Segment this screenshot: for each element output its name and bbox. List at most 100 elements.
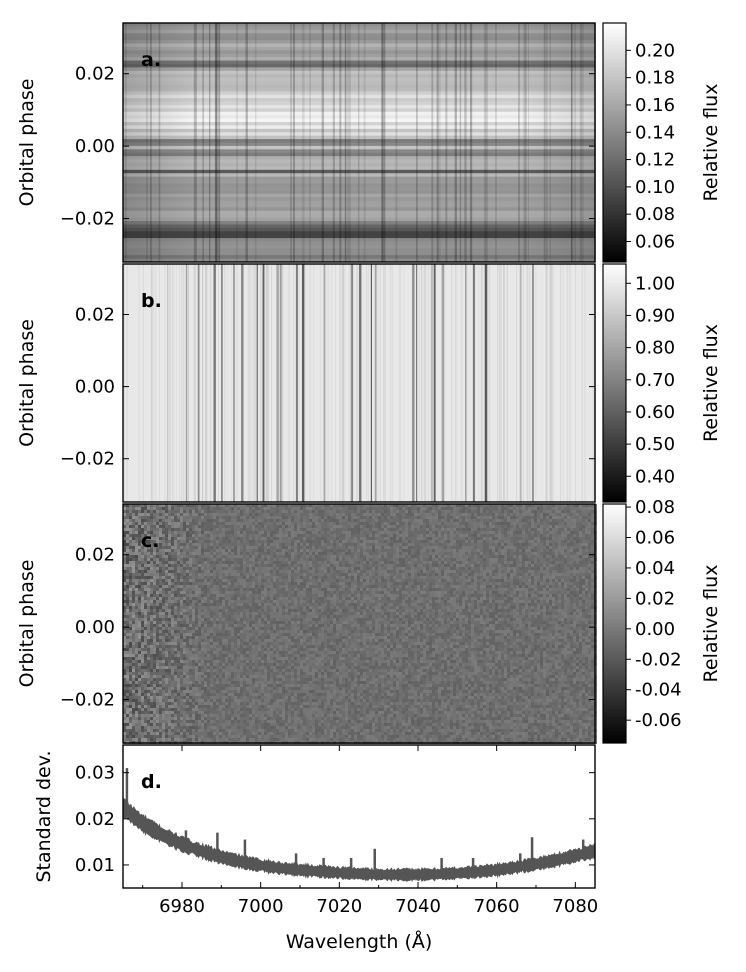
heatmap-noise bbox=[309, 264, 311, 502]
heatmap-noise bbox=[243, 264, 245, 502]
telluric-line bbox=[351, 264, 353, 502]
heatmap-noise bbox=[293, 264, 295, 502]
telluric-line bbox=[465, 264, 467, 502]
heatmap-noise bbox=[560, 264, 562, 502]
heatmap-noise bbox=[187, 264, 189, 502]
heatmap-noise bbox=[481, 264, 483, 502]
heatmap-noise bbox=[454, 264, 456, 502]
heatmap-noise bbox=[324, 264, 326, 502]
heatmap-noise bbox=[581, 264, 583, 502]
heatmap-shading bbox=[123, 23, 595, 262]
heatmap-noise bbox=[507, 264, 509, 502]
heatmap-noise bbox=[357, 264, 359, 502]
heatmap-noise bbox=[551, 264, 553, 502]
heatmap-noise bbox=[390, 264, 392, 502]
telluric-line bbox=[262, 264, 265, 502]
heatmap-noise bbox=[384, 264, 386, 502]
heatmap-noise bbox=[206, 264, 208, 502]
x-tick-label: 7020 bbox=[316, 896, 362, 917]
heatmap-noise bbox=[456, 264, 457, 502]
heatmap-noise bbox=[550, 264, 552, 502]
x-tick-label: 7000 bbox=[238, 896, 284, 917]
heatmap-noise bbox=[204, 264, 206, 502]
heatmap-noise bbox=[202, 264, 204, 502]
heatmap-noise bbox=[444, 264, 446, 502]
heatmap-noise bbox=[425, 264, 427, 502]
heatmap-noise bbox=[478, 264, 479, 502]
heatmap-noise bbox=[403, 264, 405, 502]
colorbar-tick-label: 0.60 bbox=[635, 402, 675, 423]
heatmap-noise bbox=[167, 264, 169, 502]
heatmap-noise bbox=[233, 264, 235, 502]
heatmap-noise bbox=[320, 264, 322, 502]
heatmap-noise bbox=[287, 264, 289, 502]
heatmap-noise bbox=[592, 264, 594, 502]
telluric-line bbox=[473, 264, 475, 502]
heatmap-noise bbox=[430, 264, 431, 502]
heatmap-noise bbox=[535, 264, 537, 502]
heatmap-noise bbox=[585, 264, 586, 502]
heatmap-noise bbox=[344, 264, 346, 502]
heatmap-noise bbox=[431, 264, 433, 502]
heatmap-noise bbox=[392, 264, 394, 502]
heatmap-noise bbox=[562, 264, 564, 502]
heatmap-noise bbox=[443, 264, 445, 502]
colorbar-label: Relative flux bbox=[700, 324, 722, 442]
colorbar-tick-label: 0.06 bbox=[635, 527, 675, 548]
heatmap-noise bbox=[123, 264, 125, 502]
std-dev-band bbox=[123, 798, 595, 882]
telluric-line bbox=[256, 264, 258, 502]
heatmap-noise bbox=[324, 264, 326, 502]
plot-frame bbox=[122, 744, 596, 889]
heatmap-noise bbox=[421, 264, 423, 502]
telluric-line bbox=[296, 264, 298, 502]
y-tick-label: 0.02 bbox=[75, 64, 115, 85]
heatmap-noise bbox=[298, 264, 300, 502]
heatmap-noise bbox=[167, 264, 169, 502]
heatmap-noise bbox=[350, 264, 352, 502]
panel-a: 0.06 0.08 0.10 0.12 0.14 0.16 0.18 0.20 Relative… bbox=[16, 22, 722, 263]
heatmap-noise bbox=[334, 264, 336, 502]
y-tick-label: 0.02 bbox=[75, 809, 115, 830]
heatmap-noise bbox=[265, 264, 267, 502]
telluric-line bbox=[233, 264, 235, 502]
heatmap-noise bbox=[378, 264, 380, 502]
colorbar: 0.06 0.08 0.10 0.12 0.14 0.16 0.18 0.20 Relative… bbox=[602, 22, 722, 263]
heatmap-noise bbox=[254, 264, 256, 502]
heatmap-noise bbox=[184, 264, 186, 502]
heatmap-noise bbox=[155, 264, 157, 502]
telluric-line bbox=[221, 264, 223, 502]
heatmap-noise bbox=[180, 264, 182, 502]
colorbar-tick-label: 0.16 bbox=[635, 95, 675, 116]
panel-d: 6980 7000 7020 7040 7060 7080 Wavelength (Å) 0.… bbox=[33, 744, 598, 953]
heatmap-noise bbox=[472, 264, 474, 502]
y-tick-label: 0.01 bbox=[75, 855, 115, 876]
heatmap-noise bbox=[483, 264, 485, 502]
heatmap-noise bbox=[193, 264, 195, 502]
y-tick-label: 0.02 bbox=[75, 545, 115, 566]
colorbar-tick-label: -0.06 bbox=[635, 710, 682, 731]
colorbar-bar bbox=[602, 263, 627, 503]
telluric-line bbox=[301, 264, 305, 502]
y-tick-label: −0.02 bbox=[60, 449, 115, 470]
y-tick-label: 0.00 bbox=[75, 136, 115, 157]
heatmap-image bbox=[123, 23, 596, 263]
heatmap-noise bbox=[289, 264, 291, 502]
heatmap-noise bbox=[435, 264, 437, 502]
heatmap-noise bbox=[194, 264, 196, 502]
heatmap-noise bbox=[503, 264, 505, 502]
heatmap-image bbox=[123, 504, 597, 744]
heatmap-noise bbox=[151, 264, 153, 502]
telluric-line bbox=[185, 264, 188, 502]
y-tick-label: −0.02 bbox=[60, 690, 115, 711]
panel-label: d. bbox=[141, 771, 162, 793]
heatmap-noise bbox=[523, 264, 525, 502]
heatmap-noise bbox=[206, 264, 208, 502]
heatmap-noise bbox=[545, 264, 547, 502]
heatmap-noise bbox=[467, 264, 468, 502]
telluric-line bbox=[433, 264, 436, 502]
heatmap-noise bbox=[552, 264, 554, 502]
colorbar-bar bbox=[602, 22, 627, 263]
colorbar-tick-label: 0.80 bbox=[635, 338, 675, 359]
heatmap-noise bbox=[179, 264, 181, 502]
